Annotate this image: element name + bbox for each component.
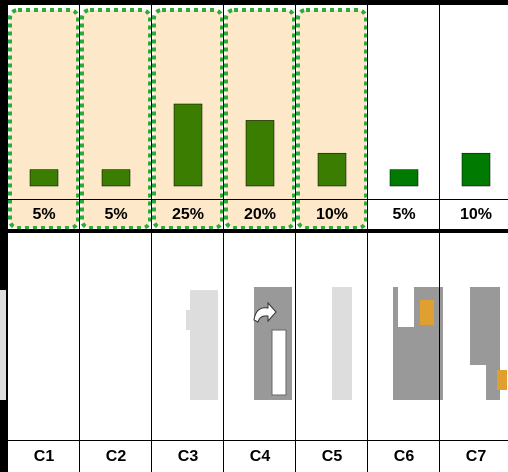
highlight-box (296, 8, 368, 230)
highlight-box (80, 8, 152, 230)
category-label: C6 (394, 448, 415, 465)
category-label: C4 (250, 448, 271, 465)
category-label: C5 (322, 448, 343, 465)
grid (8, 199, 508, 441)
picture (470, 365, 486, 400)
value-label: 5% (392, 206, 415, 223)
picture (332, 287, 352, 400)
row-divider (8, 229, 508, 233)
column-divider (439, 5, 440, 472)
row-divider (8, 199, 508, 200)
picture (420, 300, 434, 325)
value-label: 25% (172, 206, 204, 223)
row-divider (8, 440, 508, 441)
bar (173, 103, 203, 187)
arrow-icon (253, 301, 277, 323)
picture (0, 290, 6, 400)
value-label: 20% (244, 206, 276, 223)
bar (461, 152, 491, 187)
value-label: 5% (104, 206, 127, 223)
bar (101, 169, 131, 187)
column-divider (295, 5, 296, 472)
value-label: 10% (316, 206, 348, 223)
category-label: C1 (34, 448, 55, 465)
category-label: C7 (466, 448, 487, 465)
column-divider (151, 5, 152, 472)
picture (186, 310, 192, 330)
highlight-box (224, 8, 296, 230)
picture (497, 370, 507, 390)
column-divider (367, 5, 368, 472)
picture (398, 287, 414, 327)
picture (271, 329, 287, 396)
value-label: 10% (460, 206, 492, 223)
bar (389, 169, 419, 187)
bar (29, 169, 59, 187)
category-label: C3 (178, 448, 199, 465)
bar (245, 120, 275, 187)
bar (317, 152, 347, 187)
category-label: C2 (106, 448, 127, 465)
column-divider (223, 5, 224, 472)
top-border (0, 0, 508, 5)
highlight-box (8, 8, 80, 230)
column-divider (79, 5, 80, 472)
picture (190, 290, 218, 400)
value-label: 5% (32, 206, 55, 223)
left-border (0, 5, 8, 472)
pictures (0, 287, 507, 400)
